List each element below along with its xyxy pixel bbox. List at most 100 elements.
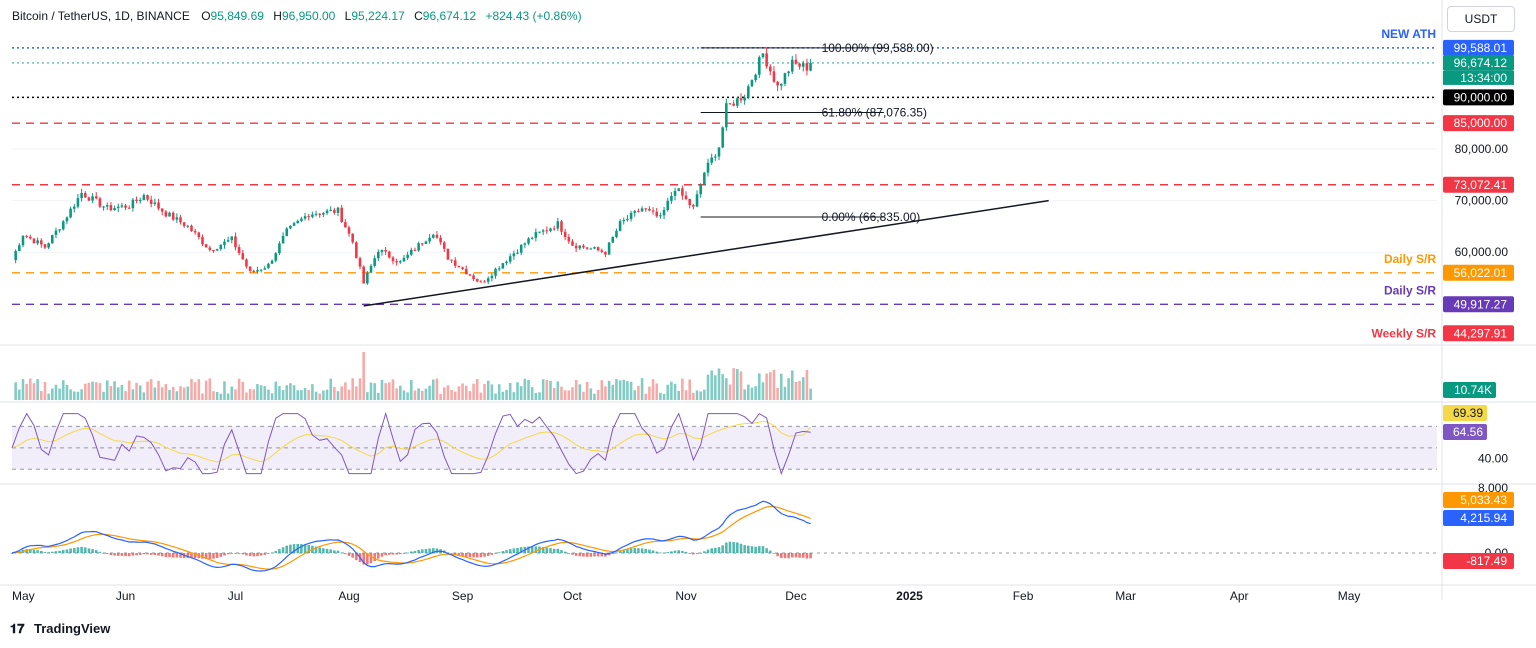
volume-bar	[43, 381, 47, 400]
macd-hist-bar	[684, 551, 688, 553]
level-price-label: 44,297.91	[1454, 326, 1508, 340]
volume-bar	[58, 388, 61, 400]
volume-bar	[622, 379, 626, 400]
volume-bar	[413, 390, 417, 400]
volume-bar	[431, 379, 435, 400]
volume-bar	[549, 380, 552, 400]
close-value: 96,674.12	[422, 9, 477, 23]
level-price-tag	[1443, 264, 1514, 281]
macd-hist-bar	[421, 549, 424, 553]
candle-body	[270, 260, 274, 264]
macd-hist-bar	[289, 544, 292, 553]
macd-hist-bar	[355, 553, 358, 561]
volume-bar	[787, 378, 790, 400]
macd-hist-bar	[252, 553, 256, 557]
candle-body	[347, 227, 351, 234]
macd-hist-bar	[582, 553, 585, 557]
candle-body	[314, 213, 318, 215]
volume-bar	[721, 374, 724, 400]
volume-value-label: 10.74K	[1454, 383, 1492, 397]
candle-body	[116, 206, 120, 209]
volume-bar	[615, 379, 618, 400]
macd-hist-bar	[131, 553, 135, 556]
volume-bar	[318, 393, 321, 400]
candle-body	[567, 237, 571, 242]
symbol-title[interactable]: Bitcoin / TetherUS, 1D, BINANCE	[12, 9, 190, 23]
volume-bar	[442, 387, 446, 400]
volume-bar	[516, 382, 519, 400]
macd-hist-bar	[479, 553, 483, 558]
x-tick-label: May	[12, 589, 35, 603]
candle-body	[651, 210, 655, 212]
candle-body	[684, 195, 688, 199]
high-label: H	[273, 9, 282, 23]
macd-hist-bar	[83, 547, 87, 553]
macd-hist-bar	[256, 553, 259, 557]
macd-hist-bar	[483, 553, 486, 557]
fib-level-label: 0.00% (66,835.00)	[822, 210, 921, 224]
volume-bar	[769, 372, 772, 400]
volume-bar	[527, 379, 530, 400]
candle-body	[54, 230, 58, 235]
candle-body	[779, 83, 783, 86]
candle-body	[611, 236, 615, 243]
volume-bar	[736, 369, 739, 400]
macd-hist-bar	[776, 553, 779, 557]
volume-bar	[776, 387, 779, 400]
volume-bar	[783, 386, 787, 400]
level-price-tag	[1443, 39, 1514, 56]
macd-hist-bar	[659, 552, 662, 554]
macd-hist-bar	[549, 548, 552, 553]
volume-bar	[714, 375, 717, 400]
candle-body	[208, 247, 212, 250]
candle-body	[40, 240, 43, 245]
candle-body	[486, 278, 490, 282]
volume-bar	[124, 391, 127, 400]
macd-hist-bar	[571, 553, 574, 555]
candle-body	[113, 208, 116, 211]
candle-body	[259, 269, 263, 271]
macd-hist-bar	[292, 544, 296, 553]
volume-bar	[710, 370, 713, 400]
high-value: 96,950.00	[281, 9, 336, 23]
candle-body	[58, 229, 61, 231]
macd-hist-bar	[677, 550, 680, 553]
open-label: O	[201, 9, 211, 23]
level-price-label: 96,674.12	[1454, 56, 1508, 70]
candle-body	[721, 127, 724, 148]
volume-bar	[585, 381, 589, 400]
volume-bar	[102, 391, 105, 400]
volume-bar	[292, 385, 296, 400]
candle-body	[234, 236, 237, 248]
level-price-label: 90,000.00	[1454, 90, 1508, 104]
candle-body	[446, 248, 450, 260]
candle-body	[483, 281, 486, 283]
candle-body	[245, 259, 248, 267]
macd-hist-bar	[186, 553, 190, 558]
candle-body	[497, 268, 501, 270]
currency-selector[interactable]: USDT	[1447, 6, 1515, 32]
volume-bar	[36, 379, 39, 400]
candle-body	[519, 244, 523, 253]
x-tick-label: Aug	[338, 589, 359, 603]
macd-hist-bar	[98, 551, 102, 553]
candle-body	[223, 241, 226, 246]
x-tick-label: Oct	[563, 589, 582, 603]
countdown-tag	[1443, 70, 1514, 85]
x-tick-label: Dec	[785, 589, 806, 603]
macd-hist-bar	[417, 549, 420, 553]
volume-bar	[296, 390, 300, 400]
candle-body	[758, 57, 761, 75]
candle-body	[336, 207, 340, 213]
macd-hist-bar	[589, 553, 593, 557]
volume-bar	[421, 390, 424, 400]
macd-hist-bar	[611, 553, 615, 554]
volume-bar	[377, 393, 380, 400]
macd-hist-bar	[314, 546, 318, 553]
volume-bar	[497, 384, 501, 400]
candle-body	[65, 217, 69, 222]
volume-bar	[40, 391, 43, 400]
macd-hist-bar	[325, 548, 329, 553]
candle-body	[505, 261, 508, 264]
